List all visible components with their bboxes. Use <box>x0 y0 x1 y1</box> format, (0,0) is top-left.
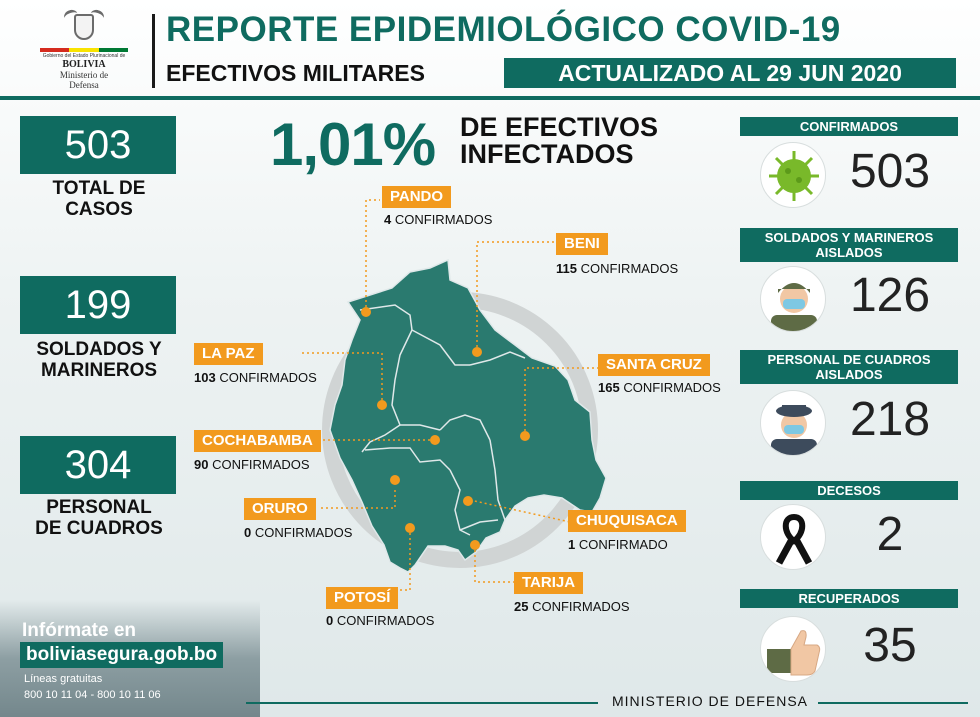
infected-percentage: 1,01% <box>270 111 436 178</box>
header-divider <box>152 14 155 88</box>
footer-rule-right <box>818 702 968 704</box>
info-title: Infórmate en <box>22 620 137 641</box>
total-cases-label: TOTAL DE CASOS <box>52 178 146 220</box>
total-cases-value: 503 <box>20 116 176 174</box>
dot-cochabamba <box>430 435 440 445</box>
dept-label-santa-cruz: SANTA CRUZ <box>598 354 710 376</box>
dot-santa-cruz <box>520 431 530 441</box>
dept-label-pando: PANDO <box>382 186 452 208</box>
officer-mask-icon <box>760 390 826 456</box>
hotline-label: Líneas gratuitas <box>24 673 103 685</box>
confirmed-header: CONFIRMADOS <box>740 117 958 136</box>
update-date-badge: ACTUALIZADO AL 29 JUN 2020 <box>504 58 956 88</box>
dept-label-beni: BENI <box>556 233 608 255</box>
dot-potosi <box>405 523 415 533</box>
dept-label-la-paz: LA PAZ <box>194 343 263 365</box>
dot-oruro <box>390 475 400 485</box>
soldiers-sailors-value: 199 <box>20 276 176 334</box>
isolated-cadres-header: PERSONAL DE CUADROS AISLADOS <box>740 350 958 384</box>
dept-count-santa-cruz: 165 CONFIRMADOS <box>598 380 721 395</box>
bolivia-map <box>300 199 607 591</box>
logo-ministry-line1: Ministerio de <box>59 70 109 80</box>
dept-label-potosi: POTOSÍ <box>326 587 399 609</box>
coat-of-arms-icon <box>62 7 106 46</box>
flag-stripe <box>40 48 128 52</box>
isolated-cadres-value: 218 <box>849 393 931 446</box>
mourning-ribbon-icon <box>760 504 826 570</box>
deaths-header: DECESOS <box>740 481 958 500</box>
dept-count-cochabamba: 90 CONFIRMADOS <box>194 457 310 472</box>
dot-tarija <box>470 540 480 550</box>
dot-chuquisaca <box>463 496 473 506</box>
dept-label-oruro: ORURO <box>244 498 316 520</box>
dot-beni <box>472 347 482 357</box>
hotline-numbers: 800 10 11 04 - 800 10 11 06 <box>24 689 161 701</box>
dept-count-pando: 4 CONFIRMADOS <box>384 212 493 227</box>
logo-ministry-line2: Defensa <box>69 80 99 90</box>
website-link[interactable]: boliviasegura.gob.bo <box>20 642 224 668</box>
dept-count-la-paz: 103 CONFIRMADOS <box>194 370 317 385</box>
deaths-value: 2 <box>876 508 904 561</box>
dept-label-tarija: TARIJA <box>514 572 584 594</box>
dept-count-chuquisaca: 1 CONFIRMADO <box>568 537 668 552</box>
dept-count-tarija: 25 CONFIRMADOS <box>514 599 630 614</box>
department-dots <box>361 307 530 550</box>
dept-label-chuquisaca: CHUQUISACA <box>568 510 686 532</box>
logo-government-line: Gobierno del Estado Plurinacional de <box>42 53 126 59</box>
confirmed-value: 503 <box>849 145 931 198</box>
cadre-personnel-value: 304 <box>20 436 176 494</box>
soldiers-sailors-label: SOLDADOS Y MARINEROS <box>36 339 162 381</box>
dept-count-oruro: 0 CONFIRMADOS <box>244 525 353 540</box>
virus-icon <box>760 142 826 208</box>
footer-rule-left <box>246 702 598 704</box>
department-borders <box>359 304 526 536</box>
soldier-mask-icon <box>760 266 826 332</box>
infected-caption: DE EFECTIVOS INFECTADOS <box>460 112 659 169</box>
recovered-header: RECUPERADOS <box>740 589 958 608</box>
dot-la-paz <box>377 400 387 410</box>
dept-count-beni: 115 CONFIRMADOS <box>556 261 679 276</box>
page-subtitle: EFECTIVOS MILITARES <box>166 60 425 86</box>
dept-label-cochabamba: COCHABAMBA <box>194 430 321 452</box>
ministry-footer: MINISTERIO DE DEFENSA <box>612 693 809 709</box>
header-rule <box>0 96 980 100</box>
ministry-logo: Gobierno del Estado Plurinacional de BOL… <box>28 7 140 92</box>
logo-country: BOLIVIA <box>62 59 106 70</box>
recovered-value: 35 <box>863 619 917 672</box>
cadre-personnel-label: PERSONAL DE CUADROS <box>35 497 163 539</box>
dept-count-potosi: 0 CONFIRMADOS <box>326 613 435 628</box>
isolated-soldiers-value: 126 <box>849 269 931 322</box>
thumbs-up-icon <box>760 616 826 682</box>
page-title: REPORTE EPIDEMIOLÓGICO COVID-19 <box>166 10 841 49</box>
isolated-soldiers-header: SOLDADOS Y MARINEROS AISLADOS <box>740 228 958 262</box>
dot-pando <box>361 307 371 317</box>
